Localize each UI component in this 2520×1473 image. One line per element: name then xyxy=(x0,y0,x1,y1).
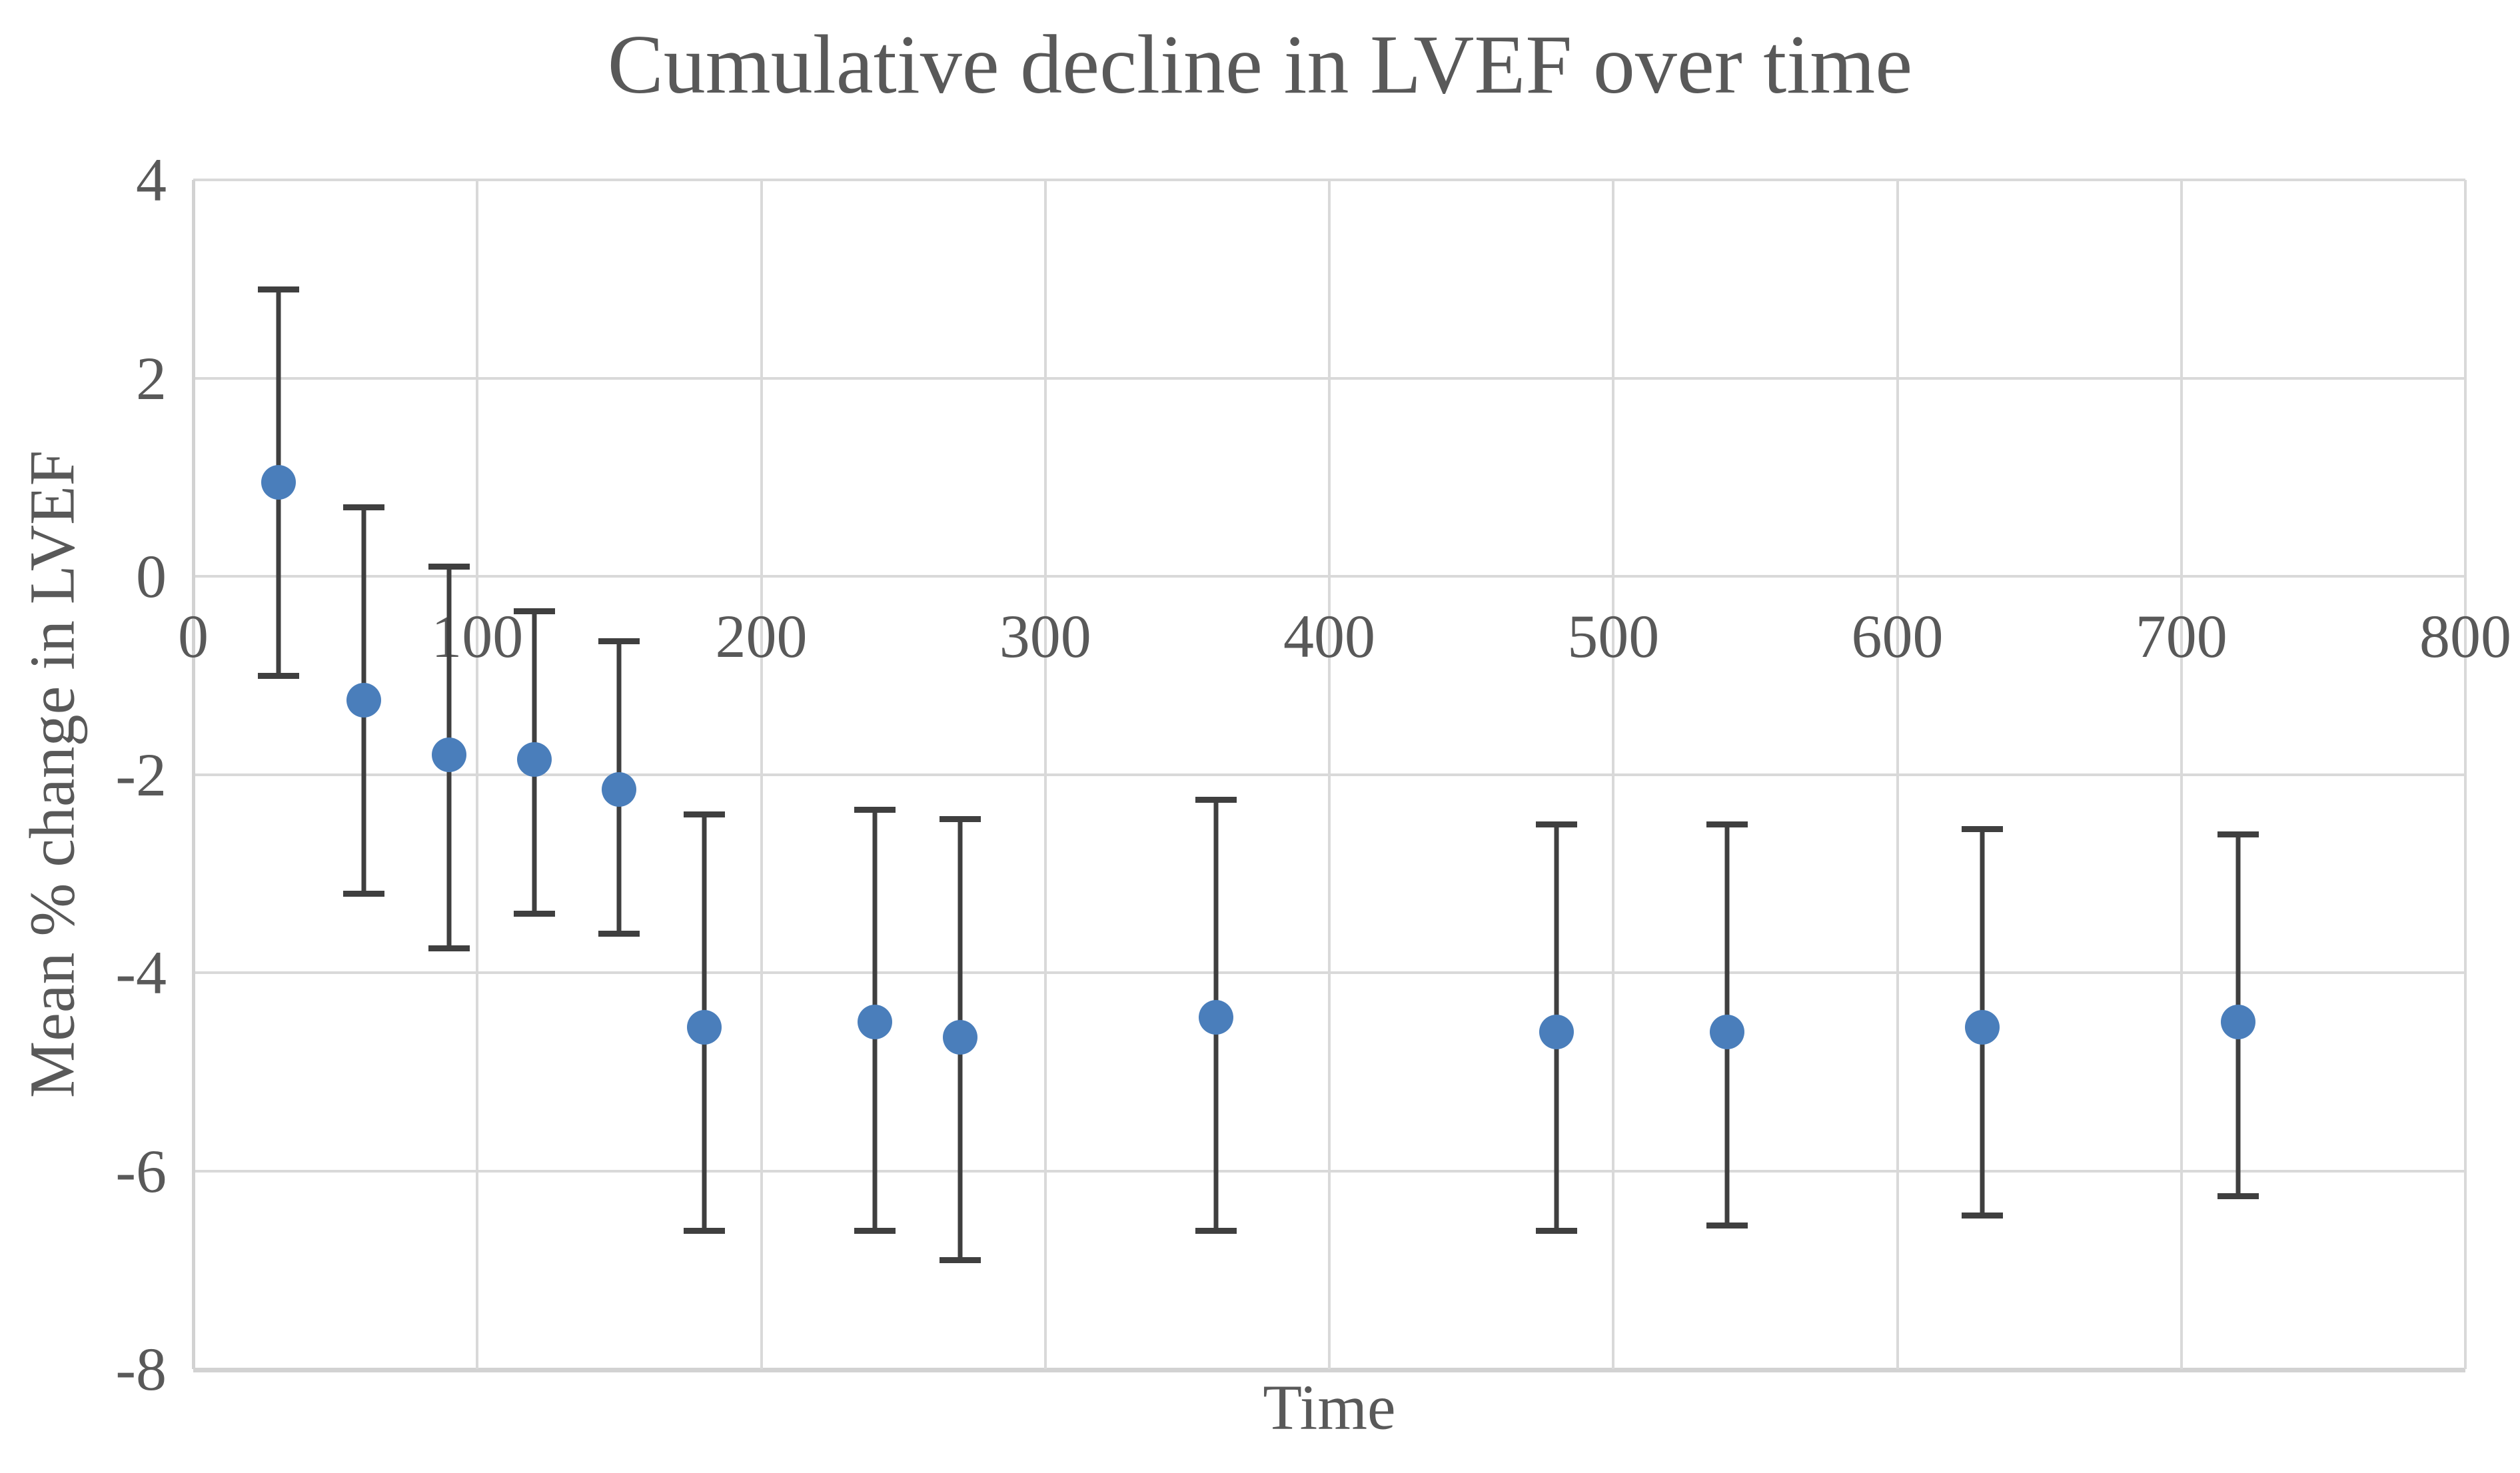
error-bar-cap-bottom xyxy=(598,930,640,937)
x-tick-label: 400 xyxy=(1283,602,1375,670)
error-bar-cap-top xyxy=(684,811,726,817)
chart-title: Cumulative decline in LVEF over time xyxy=(607,19,1913,111)
plot-area: 4 2 0 -2 -4 -6 -8 0 100 200 300 400 500 600 700 800 xyxy=(115,149,2511,1400)
gridline-horizontal xyxy=(193,1368,2465,1372)
error-bar-cap-top xyxy=(428,564,470,570)
error-bar-cap-bottom xyxy=(1706,1223,1748,1229)
error-bar-cap-bottom xyxy=(939,1257,981,1264)
error-bar-cap-bottom xyxy=(684,1227,726,1234)
error-bar-cap-bottom xyxy=(2217,1193,2259,1199)
data-point-marker xyxy=(431,737,466,772)
gridline-vertical xyxy=(2180,180,2183,1369)
data-point-marker xyxy=(602,771,637,807)
y-tick-label: -2 xyxy=(115,740,167,809)
data-point-marker xyxy=(346,682,381,718)
error-bar-cap-top xyxy=(257,286,299,292)
x-tick-label: 200 xyxy=(715,602,808,670)
error-bar-cap-top xyxy=(1195,796,1237,803)
x-tick-label: 500 xyxy=(1567,602,1660,670)
gridline-vertical xyxy=(1896,180,1899,1369)
y-tick-label: -4 xyxy=(115,939,167,1007)
error-bar-cap-bottom xyxy=(342,891,384,897)
gridline-vertical xyxy=(192,180,195,1369)
data-point-marker xyxy=(2221,1005,2255,1040)
error-bar-cap-top xyxy=(854,806,896,813)
y-tick-label: -6 xyxy=(115,1137,167,1205)
data-point-marker xyxy=(516,742,552,777)
gridline-vertical xyxy=(760,180,763,1369)
x-tick-label: 0 xyxy=(178,602,209,670)
gridline-vertical xyxy=(1612,180,1615,1369)
error-bar-cap-bottom xyxy=(854,1227,896,1234)
gridline-vertical xyxy=(1328,180,1331,1369)
x-axis-title: Time xyxy=(1263,1371,1396,1443)
x-tick-label: 600 xyxy=(1851,602,1944,670)
error-bar-cap-top xyxy=(2217,831,2259,837)
y-tick-label: 4 xyxy=(136,146,167,214)
gridline-vertical xyxy=(2464,180,2467,1369)
data-point-marker xyxy=(1539,1015,1574,1050)
x-tick-label: 300 xyxy=(999,602,1091,670)
data-point-marker xyxy=(261,464,296,500)
error-bar-cap-bottom xyxy=(513,910,555,917)
error-bar-cap-bottom xyxy=(1536,1227,1577,1234)
data-point-marker xyxy=(1965,1009,2000,1045)
error-bar-cap-bottom xyxy=(1962,1213,2004,1219)
error-bar-cap-top xyxy=(939,816,981,823)
error-bar-cap-top xyxy=(513,608,555,615)
error-bar-cap-top xyxy=(598,638,640,644)
error-bar-cap-bottom xyxy=(1195,1227,1237,1234)
error-bar-cap-top xyxy=(342,504,384,510)
data-point-marker xyxy=(942,1019,977,1055)
error-bar-cap-bottom xyxy=(257,672,299,679)
error-bar-cap-bottom xyxy=(428,945,470,951)
error-bar-cap-top xyxy=(1536,821,1577,827)
y-tick-label: 0 xyxy=(136,542,167,610)
y-tick-label: -8 xyxy=(115,1335,167,1403)
gridline-vertical xyxy=(476,180,479,1369)
data-point-marker xyxy=(858,1005,892,1040)
y-tick-label: 2 xyxy=(136,344,167,412)
gridline-vertical xyxy=(1043,180,1047,1369)
error-bar-cap-top xyxy=(1706,821,1748,827)
data-point-marker xyxy=(1709,1015,1744,1050)
data-point-marker xyxy=(687,1009,722,1045)
x-tick-label: 100 xyxy=(431,602,524,670)
error-bar-cap-top xyxy=(1962,826,2004,833)
x-tick-label: 800 xyxy=(2419,602,2511,670)
data-point-marker xyxy=(1198,999,1233,1035)
x-tick-label: 700 xyxy=(2135,602,2227,670)
y-axis-title: Mean % change in LVEF xyxy=(16,450,88,1099)
